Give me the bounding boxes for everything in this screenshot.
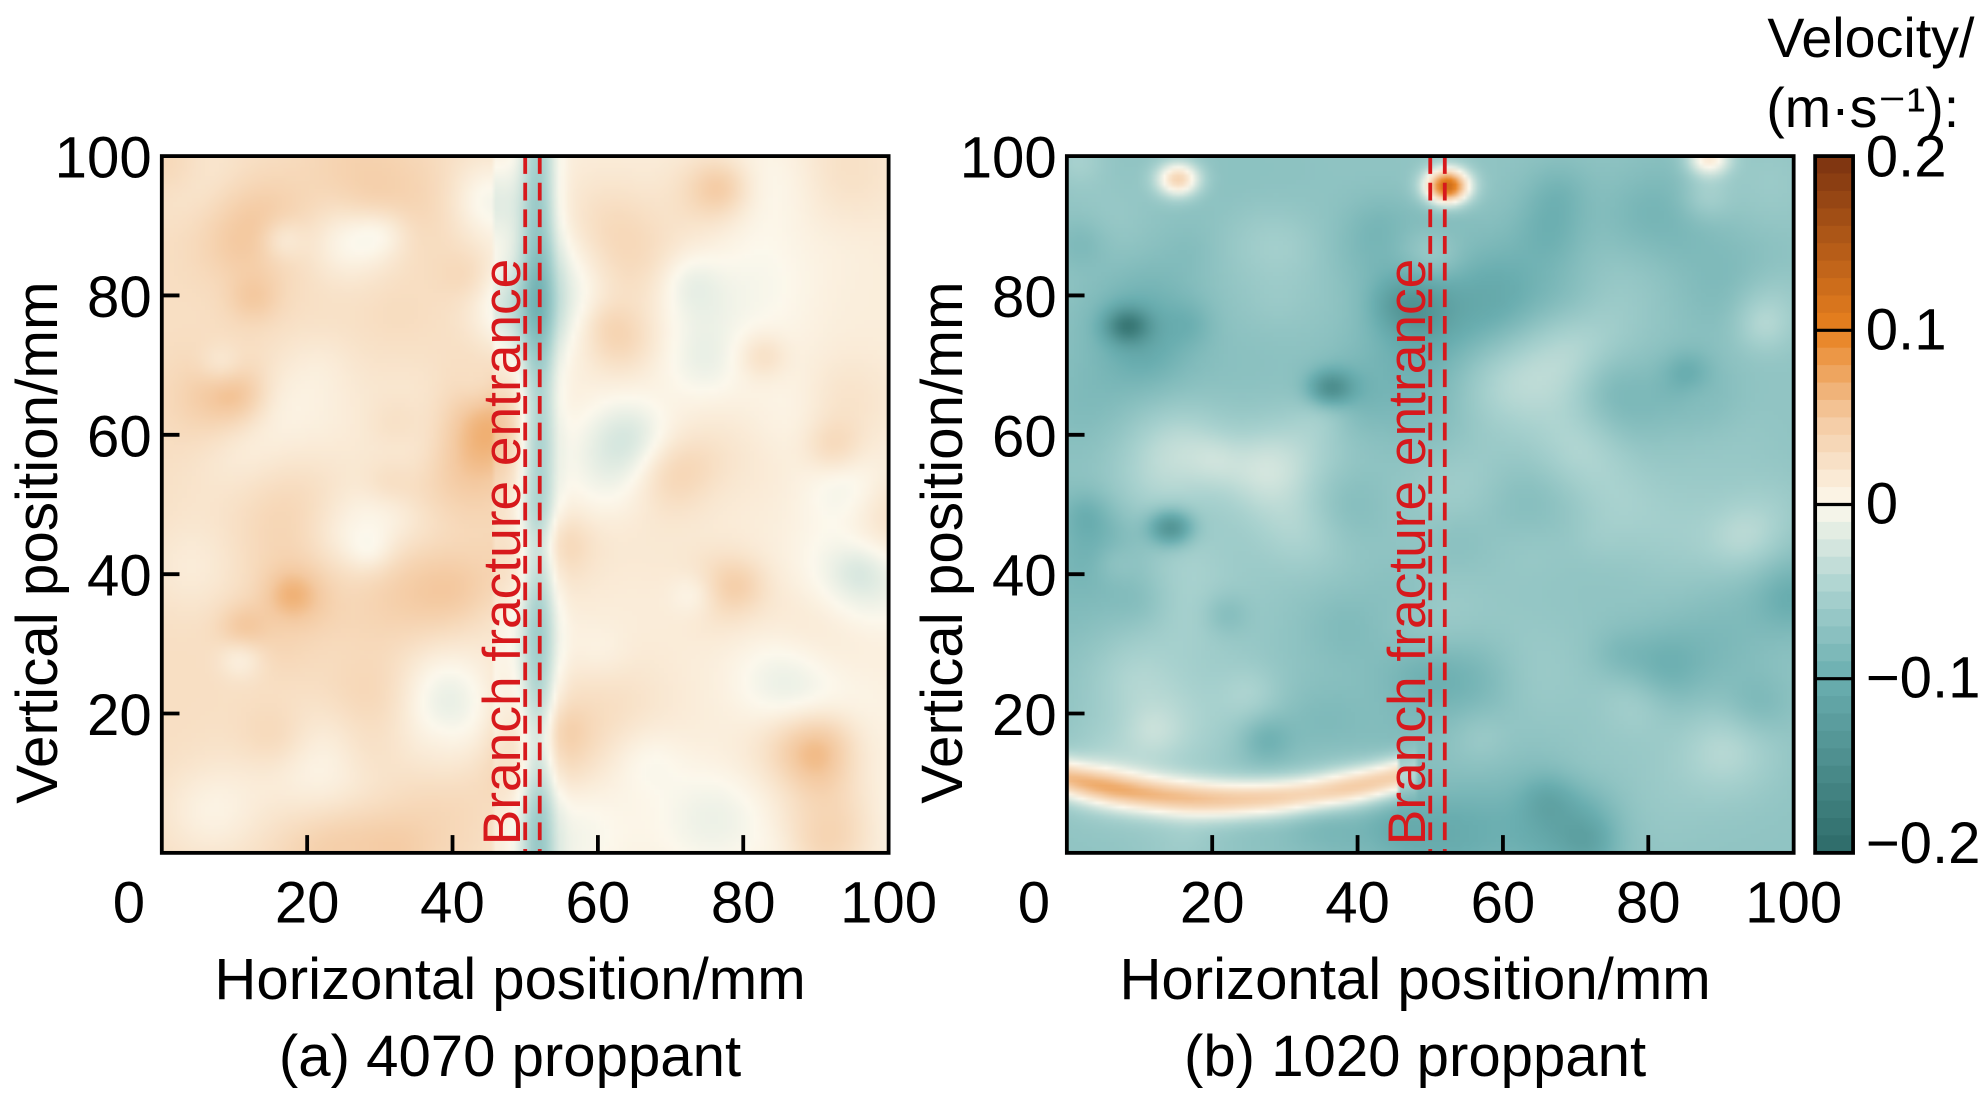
colorbar-segment — [1815, 278, 1854, 297]
y-tick-label: 20 — [992, 683, 1057, 748]
colorbar-segment — [1815, 260, 1854, 279]
colorbar-tick-label: 0 — [1866, 471, 1898, 536]
colorbar-segment — [1815, 539, 1854, 558]
x-tick-label: 60 — [1471, 871, 1536, 936]
colorbar-segment — [1815, 225, 1854, 244]
colorbar-segment — [1815, 469, 1854, 488]
colorbar-segment — [1815, 661, 1854, 680]
colorbar-segment — [1815, 643, 1854, 663]
colorbar-segment — [1815, 417, 1854, 436]
colorbar-segment — [1815, 591, 1854, 610]
colorbar-segment — [1815, 696, 1854, 715]
annotation-branch-fracture-entrance: Branch fracture entrance — [473, 259, 532, 846]
y-tick-label: 40 — [87, 544, 152, 609]
panel-caption: (b) 1020 proppant — [1184, 1024, 1646, 1089]
plot-frame — [1064, 154, 1796, 855]
colorbar-segment — [1815, 156, 1854, 175]
colorbar-segment — [1815, 765, 1854, 784]
x-tick-label: 100 — [840, 871, 937, 936]
x-tick-label: 20 — [1180, 871, 1245, 936]
colorbar-segment — [1815, 347, 1854, 366]
x-tick-label: 80 — [711, 871, 776, 936]
colorbar-tick-label: −0.1 — [1866, 646, 1981, 711]
plot-frame — [159, 154, 891, 855]
colorbar-segment — [1815, 521, 1854, 541]
colorbar-segment — [1815, 818, 1854, 837]
y-tick-label: 20 — [87, 683, 152, 748]
y-axis-label: Vertical position/mm — [5, 281, 70, 803]
colorbar-segment — [1815, 800, 1854, 819]
colorbar-segment — [1815, 835, 1854, 854]
x-tick-label: 60 — [566, 871, 631, 936]
colorbar-segment — [1815, 190, 1854, 210]
panel-caption: (a) 4070 proppant — [279, 1024, 741, 1089]
colorbar-segment — [1815, 783, 1854, 802]
x-tick-label: 100 — [1745, 871, 1842, 936]
y-axis-label: Vertical position/mm — [910, 281, 975, 803]
x-tick-label: 40 — [420, 871, 485, 936]
annotation-branch-fracture-entrance: Branch fracture entrance — [1378, 259, 1437, 846]
colorbar-segment — [1815, 678, 1854, 697]
colorbar-segment — [1815, 713, 1854, 732]
colorbar-segment — [1815, 173, 1854, 192]
colorbar-tick-label: 0.1 — [1866, 297, 1947, 362]
y-tick-label: 40 — [992, 544, 1057, 609]
y-tick-label: 100 — [960, 126, 1057, 191]
colorbar-tick-label: 0.2 — [1866, 124, 1947, 189]
x-tick-label: 80 — [1616, 871, 1681, 936]
y-tick-label: 80 — [87, 265, 152, 330]
colorbar-title-line2: (m·s⁻¹): — [1766, 77, 1959, 139]
colorbar-segment — [1815, 748, 1854, 767]
x-tick-label: 40 — [1325, 871, 1390, 936]
colorbar-segment — [1815, 574, 1854, 593]
colorbar-segment — [1815, 312, 1854, 332]
colorbar-segment — [1815, 608, 1854, 628]
colorbar-segment — [1815, 626, 1854, 645]
colorbar: 0.2 0.1 0 −0.1 −0.2 Velocity/ (m·s⁻¹): — [1766, 7, 1980, 876]
x-tick-label: 20 — [275, 871, 340, 936]
x-tick-label: 0 — [113, 871, 145, 936]
colorbar-segment — [1815, 365, 1854, 384]
colorbar-segment — [1815, 399, 1854, 419]
colorbar-segment — [1815, 295, 1854, 314]
colorbar-segment — [1815, 330, 1854, 349]
colorbar-segment — [1815, 556, 1854, 575]
colorbar-tick-label: −0.2 — [1866, 811, 1981, 876]
x-axis-label: Horizontal position/mm — [1119, 947, 1710, 1012]
panel-b-heatmap: Branch fracture entrance 0 20 40 60 80 100 20 40… — [910, 126, 1842, 1090]
colorbar-segment — [1815, 504, 1854, 523]
colorbar-segment — [1815, 243, 1854, 262]
colorbar-segment — [1815, 208, 1854, 227]
colorbar-segment — [1815, 434, 1854, 453]
colorbar-segment — [1815, 487, 1854, 506]
colorbar-segment — [1815, 452, 1854, 471]
colorbar-title-line1: Velocity/ — [1767, 7, 1975, 69]
colorbar-segment — [1815, 382, 1854, 401]
y-tick-label: 80 — [992, 265, 1057, 330]
y-tick-label: 60 — [992, 404, 1057, 469]
y-tick-label: 100 — [55, 126, 152, 191]
colorbar-segment — [1815, 730, 1854, 750]
x-tick-label: 0 — [1018, 871, 1050, 936]
x-axis-label: Horizontal position/mm — [214, 947, 805, 1012]
panel-a-heatmap: Branch fracture entrance 0 20 40 60 80 100 20 40… — [5, 126, 937, 1090]
y-tick-label: 60 — [87, 404, 152, 469]
